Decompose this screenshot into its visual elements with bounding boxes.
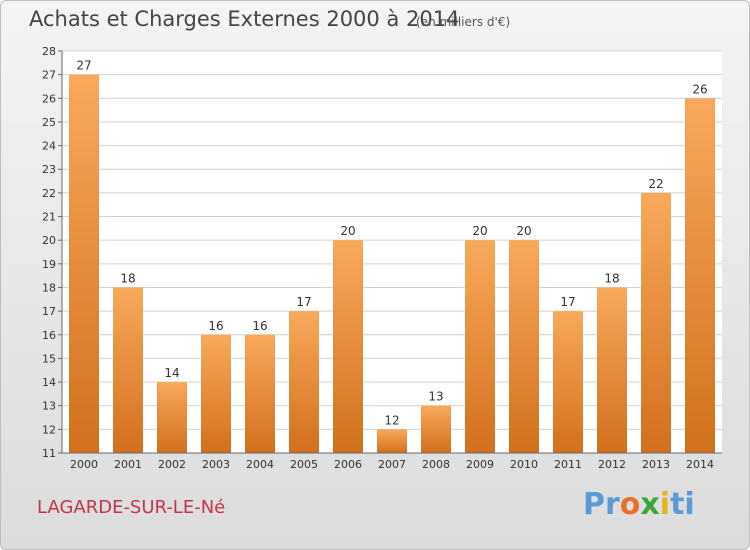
- bar-2006: [333, 240, 363, 453]
- x-tick-label: 2003: [202, 458, 230, 471]
- bar-2014: [685, 98, 715, 453]
- bar-2005: [289, 311, 319, 453]
- data-label: 12: [384, 413, 399, 427]
- bar-2007: [377, 429, 407, 453]
- y-tick-label: 28: [42, 45, 56, 58]
- data-label: 26: [692, 82, 707, 96]
- data-label: 20: [472, 224, 487, 238]
- x-tick-label: 2006: [334, 458, 362, 471]
- proxiti-logo: Proxiti: [583, 487, 695, 522]
- bar-2003: [201, 334, 231, 453]
- x-tick-label: 2005: [290, 458, 318, 471]
- data-label: 18: [120, 271, 135, 285]
- bar-2013: [641, 192, 671, 453]
- x-tick-label: 2008: [422, 458, 450, 471]
- x-tick-label: 2000: [70, 458, 98, 471]
- logo-part: x: [640, 487, 660, 522]
- x-tick-label: 2007: [378, 458, 406, 471]
- chart-unit: (en milliers d'€): [416, 15, 511, 29]
- bar-2004: [245, 334, 275, 453]
- x-tick-label: 2004: [246, 458, 274, 471]
- x-tick-label: 2012: [598, 458, 626, 471]
- bar-2011: [553, 311, 583, 453]
- data-label: 14: [164, 366, 179, 380]
- logo-part: ti: [670, 487, 695, 522]
- y-tick-label: 18: [42, 281, 56, 294]
- y-tick-label: 24: [42, 140, 56, 153]
- x-tick-label: 2001: [114, 458, 142, 471]
- data-label: 16: [252, 319, 267, 333]
- data-label: 18: [604, 271, 619, 285]
- bar-2009: [465, 240, 495, 453]
- x-tick-label: 2009: [466, 458, 494, 471]
- data-label: 20: [340, 224, 355, 238]
- y-tick-label: 23: [42, 163, 56, 176]
- y-tick-label: 27: [42, 69, 56, 82]
- y-tick-label: 19: [42, 258, 56, 271]
- data-label: 16: [208, 319, 223, 333]
- y-tick-label: 15: [42, 352, 56, 365]
- x-tick-label: 2013: [642, 458, 670, 471]
- chart-title: Achats et Charges Externes 2000 à 2014: [29, 7, 460, 31]
- logo-part: i: [659, 487, 671, 522]
- y-tick-label: 25: [42, 116, 56, 129]
- y-tick-label: 14: [42, 376, 56, 389]
- bar-2010: [509, 240, 539, 453]
- bar-2008: [421, 405, 451, 453]
- x-tick-label: 2002: [158, 458, 186, 471]
- y-tick-label: 13: [42, 400, 56, 413]
- y-tick-label: 26: [42, 92, 56, 105]
- bar-2000: [69, 74, 99, 453]
- logo-part: Pr: [583, 487, 620, 522]
- commune-name: LAGARDE-SUR-LE-Né: [37, 497, 226, 518]
- y-tick-label: 11: [42, 447, 56, 460]
- x-tick-label: 2014: [686, 458, 714, 471]
- logo-part: o: [619, 487, 641, 522]
- y-tick-label: 22: [42, 187, 56, 200]
- y-tick-label: 12: [42, 423, 56, 436]
- data-label: 17: [560, 295, 575, 309]
- y-tick-label: 16: [42, 329, 56, 342]
- y-tick-label: 17: [42, 305, 56, 318]
- data-label: 13: [428, 390, 443, 404]
- data-label: 17: [296, 295, 311, 309]
- x-tick-label: 2011: [554, 458, 582, 471]
- data-label: 20: [516, 224, 531, 238]
- bar-2012: [597, 287, 627, 453]
- data-label: 22: [648, 177, 663, 191]
- bar-2001: [113, 287, 143, 453]
- y-tick-label: 21: [42, 211, 56, 224]
- y-tick-label: 20: [42, 234, 56, 247]
- x-tick-label: 2010: [510, 458, 538, 471]
- bar-2002: [157, 382, 187, 453]
- data-label: 27: [76, 59, 91, 73]
